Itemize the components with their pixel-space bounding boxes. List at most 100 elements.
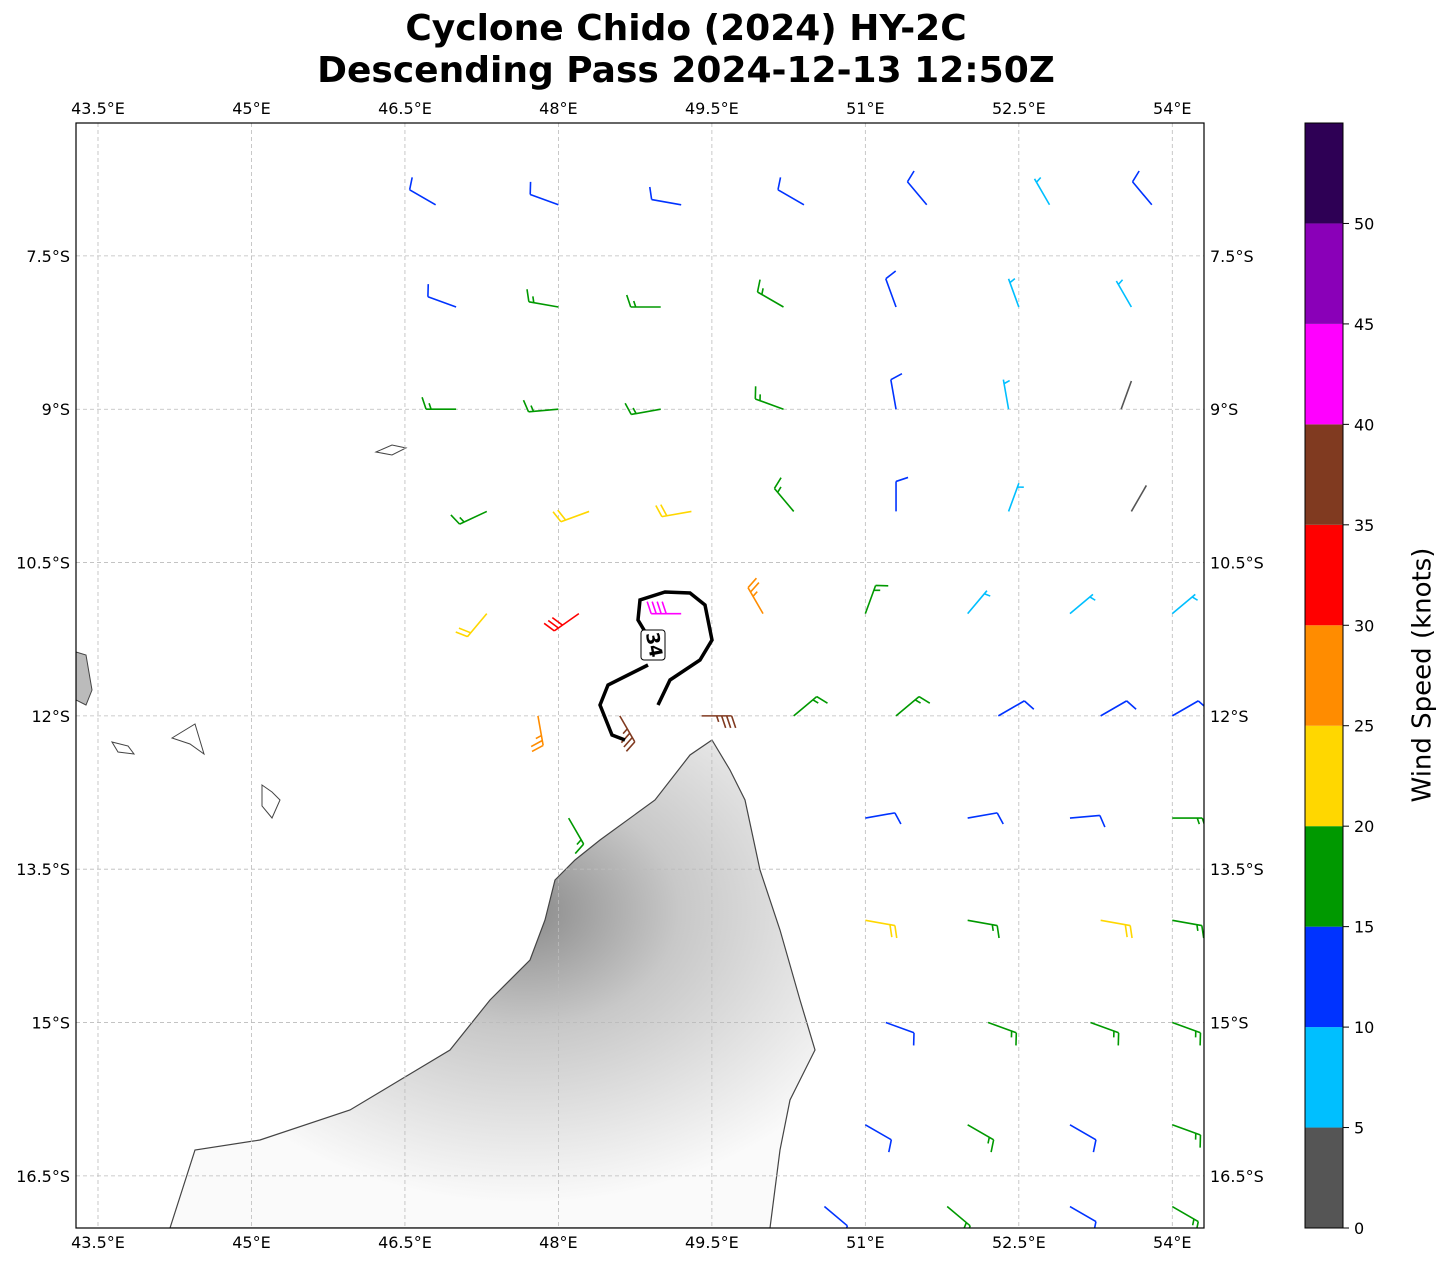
wind-barb — [543, 613, 580, 632]
wind-barb — [1172, 1124, 1202, 1148]
x-tick-label: 45°E — [232, 1233, 270, 1252]
contour-34kt — [598, 590, 714, 742]
y-tick-label: 9°S — [42, 400, 70, 419]
y-tick-label: 7.5°S — [1210, 247, 1254, 266]
y-tick-label: 12°S — [31, 707, 70, 726]
x-tick-label: 46.5°E — [378, 1233, 432, 1252]
wind-barb — [987, 1021, 1018, 1046]
wind-barb — [1171, 700, 1204, 717]
colorbar-tick-label: 40 — [1354, 415, 1374, 434]
wind-barb — [885, 270, 897, 308]
colorbar-bin — [1305, 524, 1343, 626]
y-tick-label: 16.5°S — [1210, 1167, 1264, 1186]
wind-barb — [946, 1205, 971, 1228]
wind-barb — [967, 1124, 995, 1153]
colorbar-tick-label: 10 — [1354, 1018, 1374, 1037]
wind-barb — [1100, 700, 1137, 717]
wind-barb — [701, 715, 737, 729]
wind-barb — [823, 1205, 849, 1228]
gridlines — [76, 123, 1204, 1228]
y-tick-label: 15°S — [1210, 1014, 1249, 1033]
x-tick-label: 52.5°E — [992, 99, 1046, 118]
wind-barb — [1007, 278, 1020, 308]
colorbar-bin — [1305, 123, 1343, 224]
wind-barb — [967, 919, 1000, 939]
x-tick-label: 51°E — [846, 1233, 884, 1252]
x-tick-label: 49.5°E — [685, 1233, 739, 1252]
y-tick-label: 10.5°S — [1210, 554, 1264, 573]
x-tick-label: 48°E — [539, 1233, 577, 1252]
wind-barb — [648, 186, 682, 206]
x-tick-label: 45°E — [232, 99, 270, 118]
y-tick-label: 15°S — [31, 1014, 70, 1033]
colorbar-bin — [1305, 424, 1343, 525]
wind-barb — [530, 715, 544, 753]
colorbar-bin — [1305, 625, 1343, 726]
colorbar-tick-label: 25 — [1354, 717, 1374, 736]
colorbar-tick-label: 45 — [1354, 315, 1374, 334]
colorbar-bin — [1305, 223, 1343, 324]
wind-barb — [450, 510, 488, 525]
x-tick-label: 46.5°E — [378, 99, 432, 118]
colorbar-tick-label: 30 — [1354, 616, 1374, 635]
colorbar-frame — [1304, 122, 1344, 1229]
colorbar-label: Wind Speed (knots) — [1408, 548, 1438, 803]
chart-subtitle: Descending Pass 2024-12-13 12:50Z — [317, 50, 1055, 91]
colorbar-bin — [1305, 826, 1343, 927]
wind-barb — [793, 695, 828, 717]
wind-barb — [1130, 485, 1148, 512]
wind-barb — [1171, 1205, 1200, 1228]
wind-barb — [1033, 176, 1051, 206]
wind-barb — [552, 509, 590, 523]
contour-label-box — [640, 629, 666, 661]
colorbar: 0 5 10 15 20 25 30 35 40 45 50 — [1304, 122, 1374, 1238]
wind-barb — [522, 399, 559, 413]
x-tick-label: 51°E — [846, 99, 884, 118]
wind-barb — [421, 396, 457, 411]
colorbar-tick-label: 20 — [1354, 817, 1374, 836]
wind-barb — [1007, 482, 1024, 512]
wind-barb — [967, 590, 991, 615]
wind-barb — [754, 386, 784, 410]
wind-barb — [747, 577, 764, 615]
y-tick-label: 13.5°S — [16, 860, 70, 879]
colorbar-tick-label: 35 — [1354, 516, 1374, 535]
y-tick-label: 7.5°S — [26, 247, 70, 266]
wind-barb — [997, 700, 1035, 717]
x-tick-label: 54°E — [1153, 99, 1191, 118]
wind-barb — [864, 1124, 893, 1153]
x-tick-label: 52.5°E — [992, 1233, 1046, 1252]
wind-barb — [865, 919, 898, 939]
wind-barb — [1100, 919, 1133, 939]
wind-barb — [1172, 817, 1204, 826]
wind-barb — [655, 504, 692, 518]
colorbar-bin — [1305, 1027, 1343, 1128]
wind-barb — [1069, 1205, 1097, 1228]
colorbar-tick-label: 0 — [1354, 1219, 1364, 1238]
wind-barb — [865, 812, 902, 825]
wind-barb — [773, 477, 795, 512]
wind-barb — [1090, 1021, 1120, 1046]
y-tick-label: 10.5°S — [16, 554, 70, 573]
colorbar-bin — [1305, 323, 1343, 425]
x-tick-label: 54°E — [1153, 1233, 1191, 1252]
wind-barb — [1069, 1124, 1097, 1153]
wind-barb — [408, 177, 437, 206]
wind-barb — [1115, 279, 1133, 308]
wind-barb — [1171, 593, 1199, 615]
map-frame — [75, 122, 1205, 1229]
wind-barb — [885, 1021, 915, 1046]
wind-barb — [756, 279, 784, 308]
wind-barb — [890, 372, 903, 410]
wind-barb — [864, 584, 889, 614]
wind-barb — [1131, 170, 1153, 206]
wind-barb — [625, 294, 661, 308]
chart-title: Cyclone Chido (2024) HY-2C — [405, 8, 966, 49]
wind-barb — [777, 177, 805, 206]
contour-label: 34 — [641, 631, 666, 659]
y-tick-label: 13.5°S — [1210, 860, 1264, 879]
wind-barb — [895, 476, 909, 512]
wind-barbs — [408, 170, 1204, 1228]
y-tick-label: 12°S — [1210, 707, 1249, 726]
wind-barb — [526, 289, 559, 308]
